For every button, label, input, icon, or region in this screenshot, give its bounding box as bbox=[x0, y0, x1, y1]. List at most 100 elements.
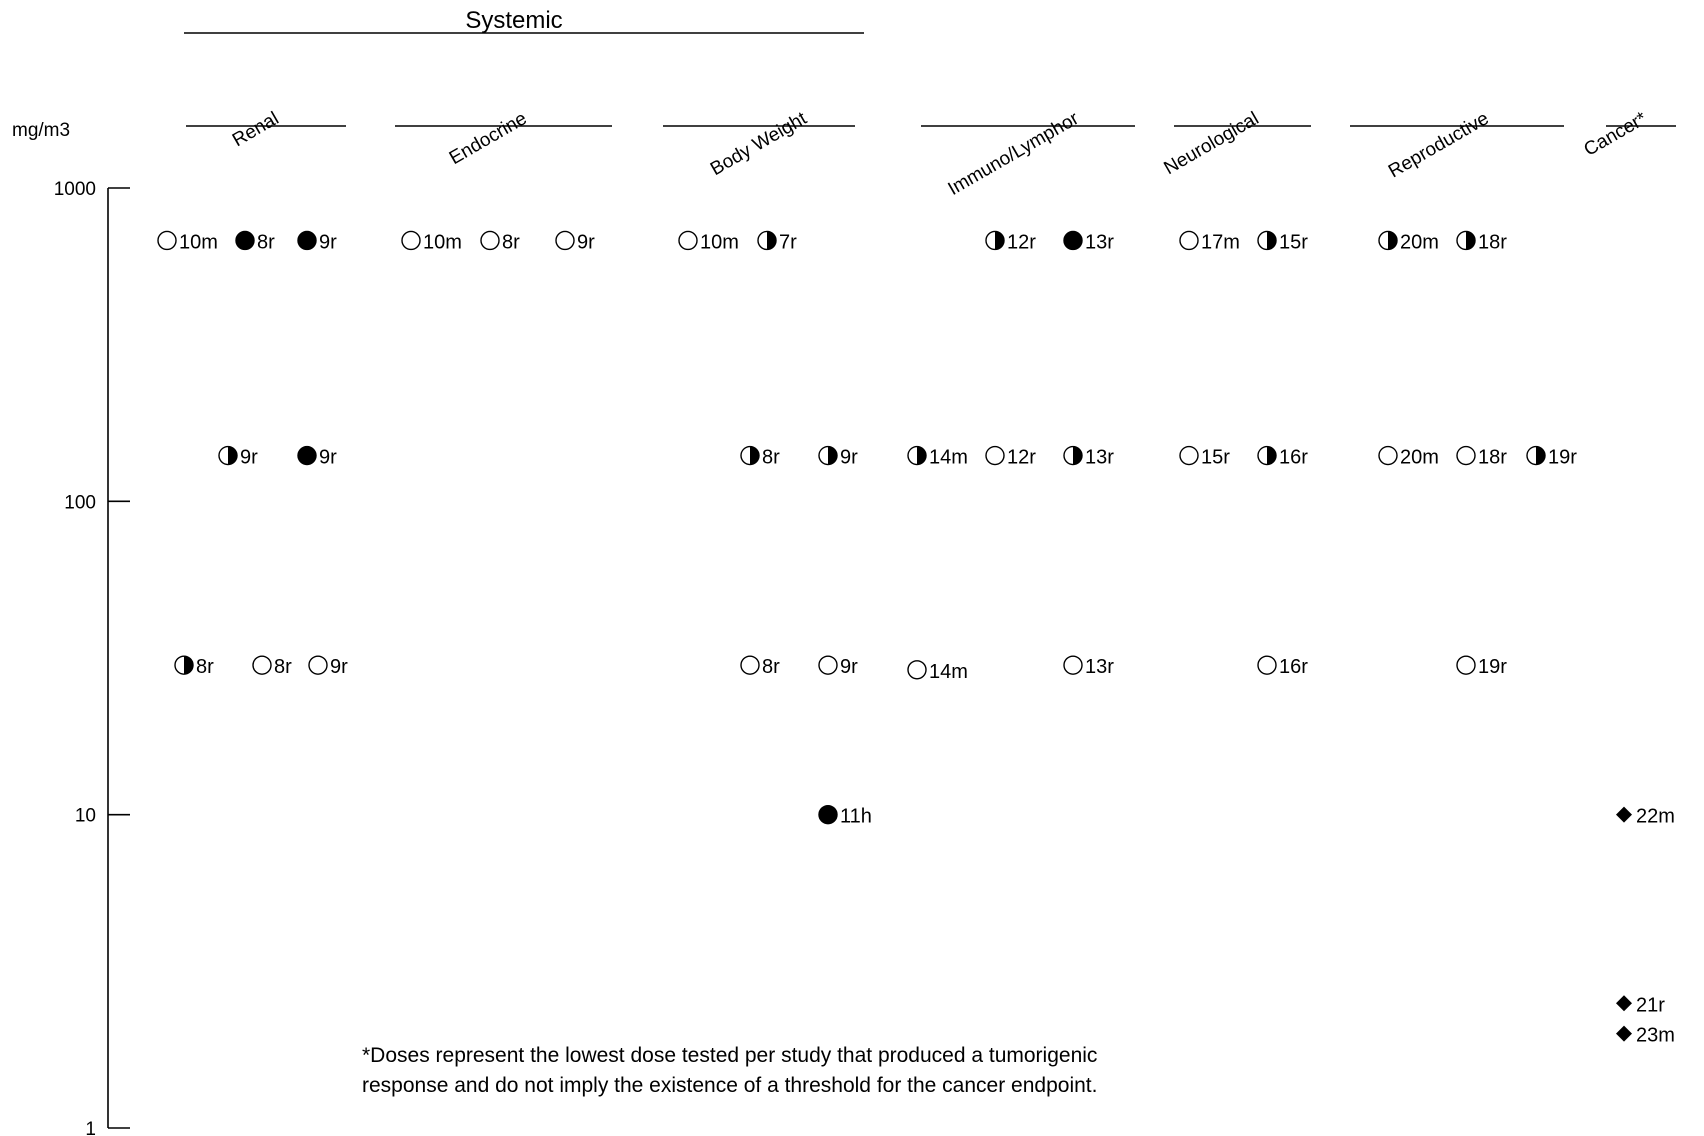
data-point-cancer-23m-38: 23m bbox=[1616, 1025, 1675, 1047]
data-point-immuno-lymphor-12r-21: 12r bbox=[985, 445, 1036, 469]
y-axis: mg/m3 1000 100 10 1 bbox=[12, 120, 130, 1136]
data-point-renal-8r-6: 8r bbox=[252, 655, 292, 678]
category-label-immuno-lymphor: Immuno/Lymphor bbox=[945, 108, 1084, 200]
marker-half-fill bbox=[228, 446, 237, 465]
data-label-8r: 8r bbox=[762, 656, 780, 678]
category-label-neurological: Neurological bbox=[1161, 108, 1263, 179]
data-label-19r: 19r bbox=[1478, 656, 1507, 678]
data-point-endocrine-9r-10: 9r bbox=[555, 230, 595, 253]
y-tick-label-10: 10 bbox=[75, 806, 96, 827]
data-point-neurological-15r-26: 15r bbox=[1257, 230, 1308, 253]
column-headers: Systemic Renal Endocrine Body Weight Immuno/… bbox=[184, 7, 1676, 200]
data-point-reproductive-18r-31: 18r bbox=[1456, 230, 1507, 253]
data-label-14m: 14m bbox=[929, 447, 968, 469]
data-point-immuno-lymphor-13r-19: 13r bbox=[1063, 230, 1114, 253]
data-point-neurological-16r-28: 16r bbox=[1257, 445, 1308, 469]
marker-diamond bbox=[1616, 995, 1632, 1012]
data-point-body-weight-10m-11: 10m bbox=[678, 230, 739, 253]
data-label-13r: 13r bbox=[1085, 231, 1114, 253]
data-point-immuno-lymphor-14m-20: 14m bbox=[907, 445, 968, 469]
data-point-reproductive-20m-30: 20m bbox=[1378, 230, 1439, 253]
data-label-8r: 8r bbox=[274, 656, 292, 678]
data-point-body-weight-8r-13: 8r bbox=[740, 445, 780, 469]
data-label-8r: 8r bbox=[196, 656, 214, 678]
data-point-reproductive-18r-33: 18r bbox=[1456, 445, 1507, 469]
marker-open bbox=[985, 445, 1005, 466]
marker-open bbox=[1378, 445, 1398, 466]
data-label-13r: 13r bbox=[1085, 447, 1114, 469]
data-label-12r: 12r bbox=[1007, 447, 1036, 469]
category-label-body-weight: Body Weight bbox=[707, 108, 811, 180]
data-label-22m: 22m bbox=[1636, 806, 1675, 828]
data-point-renal-9r-7: 9r bbox=[308, 655, 348, 678]
marker-open bbox=[555, 230, 575, 251]
data-label-16r: 16r bbox=[1279, 447, 1308, 469]
data-point-cancer-21r-37: 21r bbox=[1616, 994, 1665, 1016]
marker-half-fill bbox=[750, 446, 759, 465]
marker-filled bbox=[297, 445, 317, 466]
data-point-body-weight-8r-15: 8r bbox=[740, 655, 780, 678]
marker-filled bbox=[297, 230, 317, 251]
data-label-10m: 10m bbox=[700, 231, 739, 253]
marker-open bbox=[678, 230, 698, 251]
data-label-18r: 18r bbox=[1478, 231, 1507, 253]
data-label-15r: 15r bbox=[1279, 231, 1308, 253]
data-label-9r: 9r bbox=[240, 447, 258, 469]
marker-half-fill bbox=[1267, 446, 1277, 465]
marker-half-fill bbox=[1388, 231, 1397, 250]
data-point-cancer-22m-36: 22m bbox=[1616, 806, 1675, 828]
category-label-reproductive: Reproductive bbox=[1385, 108, 1492, 182]
data-point-renal-8r-1: 8r bbox=[235, 230, 275, 253]
data-label-9r: 9r bbox=[840, 447, 858, 469]
data-label-11h: 11h bbox=[840, 806, 872, 828]
data-label-21r: 21r bbox=[1636, 994, 1665, 1016]
marker-open bbox=[308, 655, 328, 675]
data-label-18r: 18r bbox=[1478, 447, 1507, 469]
data-label-16r: 16r bbox=[1279, 656, 1308, 678]
footnote: *Doses represent the lowest dose tested … bbox=[362, 1044, 1097, 1097]
data-label-20m: 20m bbox=[1400, 447, 1439, 469]
footnote-line-2: response and do not imply the existence … bbox=[362, 1074, 1097, 1097]
data-label-10m: 10m bbox=[179, 231, 218, 253]
marker-diamond bbox=[1616, 806, 1632, 823]
data-point-renal-9r-4: 9r bbox=[297, 445, 337, 469]
marker-open bbox=[1179, 230, 1199, 251]
data-label-8r: 8r bbox=[257, 231, 275, 253]
data-label-7r: 7r bbox=[779, 231, 797, 253]
marker-open bbox=[1257, 655, 1277, 675]
marker-half-fill bbox=[1267, 231, 1277, 250]
marker-half-fill bbox=[1073, 446, 1082, 465]
data-label-12r: 12r bbox=[1007, 231, 1036, 253]
marker-open bbox=[1456, 445, 1476, 466]
data-label-15r: 15r bbox=[1201, 447, 1230, 469]
marker-filled bbox=[1063, 230, 1083, 251]
marker-filled bbox=[235, 230, 255, 251]
data-point-neurological-16r-29: 16r bbox=[1257, 655, 1308, 678]
data-point-reproductive-19r-34: 19r bbox=[1526, 445, 1577, 469]
systemic-group-label: Systemic bbox=[465, 7, 562, 34]
data-label-20m: 20m bbox=[1400, 231, 1439, 253]
marker-open bbox=[157, 230, 177, 251]
data-label-9r: 9r bbox=[319, 447, 337, 469]
marker-open bbox=[818, 655, 838, 675]
marker-half-fill bbox=[1466, 231, 1475, 250]
data-point-body-weight-11h-17: 11h bbox=[818, 804, 872, 828]
marker-half-fill bbox=[184, 656, 193, 675]
data-label-8r: 8r bbox=[502, 231, 520, 253]
data-point-immuno-lymphor-14m-23: 14m bbox=[907, 660, 968, 683]
data-label-10m: 10m bbox=[423, 231, 462, 253]
data-point-endocrine-8r-9: 8r bbox=[480, 230, 520, 253]
data-label-13r: 13r bbox=[1085, 656, 1114, 678]
marker-filled bbox=[818, 804, 838, 825]
data-point-neurological-17m-25: 17m bbox=[1179, 230, 1240, 253]
y-tick-label-1: 1 bbox=[85, 1119, 96, 1136]
data-point-reproductive-19r-35: 19r bbox=[1456, 655, 1507, 678]
data-point-body-weight-9r-16: 9r bbox=[818, 655, 858, 678]
data-label-9r: 9r bbox=[577, 231, 595, 253]
marker-open bbox=[401, 230, 421, 251]
data-points: 10m 8r 9r 9r 9r 8r 8r 9r 10m 8r 9r 10m 7r 8r 9r 8r 9r 11h… bbox=[157, 230, 1675, 1047]
data-point-renal-8r-5: 8r bbox=[174, 655, 214, 678]
category-label-cancer: Cancer* bbox=[1581, 108, 1651, 161]
data-point-immuno-lymphor-13r-24: 13r bbox=[1063, 655, 1114, 678]
marker-open bbox=[740, 655, 760, 675]
